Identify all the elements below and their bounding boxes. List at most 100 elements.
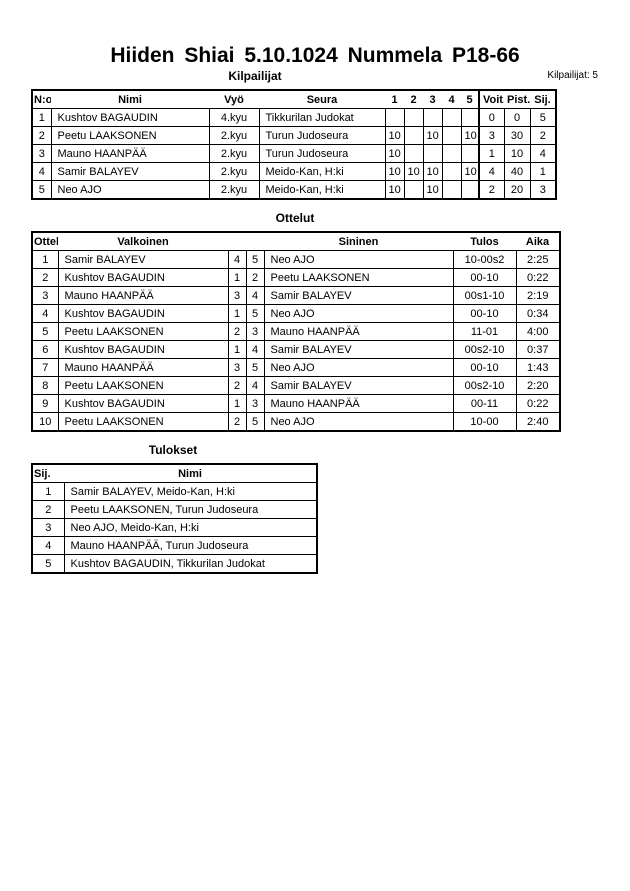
match-row: 1 Samir BALAYEV 4 5 Neo AJO 10-00s2 2:25 [31, 250, 561, 269]
table-cell: 2.kyu [208, 126, 260, 145]
table-cell: 3 [245, 322, 265, 341]
matches-table: OtteluValkoinenSininenTulosAika1Samir BA… [31, 231, 561, 432]
column-header: Valkoinen [58, 232, 228, 251]
table-cell [403, 144, 424, 163]
table-cell: 4 [31, 536, 65, 555]
match-row: 8 Peetu LAAKSONEN 2 4 Samir BALAYEV 00s2-10 2:… [31, 376, 561, 395]
table-cell: 10 [422, 126, 443, 145]
table-cell: 3 [478, 126, 505, 145]
table-cell: Neo AJO [263, 304, 454, 323]
competitor-row: 2 Peetu LAAKSONEN 2.kyu Turun Judoseura 10 10… [31, 126, 557, 145]
table-cell: 4 [529, 144, 557, 163]
header-row: N:o Nimi Vyö Seura 1 2 3 4 5 Voit. Pist. Sij. [32, 90, 556, 109]
results-table: Sij. Nimi 1 Samir BALAYEV, Meido-Kan, H:ki 2… [31, 463, 318, 574]
match-row: 4 Kushtov BAGAUDIN 1 5 Neo AJO 00-10 0:34 [31, 304, 561, 323]
table-cell: 2 [227, 376, 247, 395]
competitor-row: 5 Neo AJO 2.kyu Meido-Kan, H:ki 10 10 2 20 3 [31, 180, 557, 200]
competitor-row: 3 Mauno HAANPÄÄ 2.kyu Turun Judoseura 10 1 10 4 [31, 144, 557, 163]
column-header: Tulos [453, 232, 516, 251]
table-cell: Neo AJO [50, 180, 210, 200]
table-cell: 10 [384, 180, 405, 200]
result-row: 5 Kushtov BAGAUDIN, Tikkurilan Judokat [31, 554, 318, 574]
table-cell: 00s2-10 [452, 340, 517, 359]
match-row: 5 Peetu LAAKSONEN 2 3 Mauno HAANPÄÄ 11-01 4:00 [31, 322, 561, 341]
table-cell [422, 144, 443, 163]
table-cell: Kushtov BAGAUDIN, Tikkurilan Judokat [63, 554, 318, 574]
match-row: 6 Kushtov BAGAUDIN 1 4 Samir BALAYEV 00s2-10 0… [31, 340, 561, 359]
table-cell: 30 [503, 126, 531, 145]
table-cell: 10 [384, 162, 405, 181]
table-cell: 10 [503, 144, 531, 163]
table-cell: 5 [529, 108, 557, 127]
table-cell: 5 [245, 250, 265, 269]
table-cell: 11-01 [452, 322, 517, 341]
table-cell: Mauno HAANPÄÄ [263, 322, 454, 341]
table-cell: 3 [31, 518, 65, 537]
competitor-row: 4 Samir BALAYEV 2.kyu Meido-Kan, H:ki 10 10 10… [31, 162, 557, 181]
matches-heading: Ottelut [275, 211, 315, 225]
table-cell: 10 [460, 162, 480, 181]
result-row: 1 Samir BALAYEV, Meido-Kan, H:ki [31, 482, 318, 501]
table-cell: 5 [31, 180, 52, 200]
table-cell: 00s2-10 [452, 376, 517, 395]
table-cell: Kushtov BAGAUDIN [57, 394, 229, 413]
table-cell: 00-10 [452, 358, 517, 377]
table-cell: 0:37 [515, 340, 561, 359]
table-cell: 1:43 [515, 358, 561, 377]
table-cell: 1 [478, 144, 505, 163]
table-cell: 10 [31, 412, 59, 432]
table-cell: 2 [227, 322, 247, 341]
table-cell: 0:22 [515, 268, 561, 287]
table-cell [441, 162, 462, 181]
table-cell: Kushtov BAGAUDIN [57, 268, 229, 287]
table-cell: Meido-Kan, H:ki [258, 162, 386, 181]
table-cell: Samir BALAYEV [263, 286, 454, 305]
table-cell: 4.kyu [208, 108, 260, 127]
column-header: Pist. [504, 90, 530, 109]
table-cell: 4 [478, 162, 505, 181]
table-cell: Samir BALAYEV [50, 162, 210, 181]
table-cell: Samir BALAYEV [57, 250, 229, 269]
table-cell: 5 [245, 304, 265, 323]
table-cell [403, 126, 424, 145]
table-cell: 4 [245, 340, 265, 359]
table-cell: 2 [478, 180, 505, 200]
table-cell: 4 [31, 304, 59, 323]
competitor-row: 1 Kushtov BAGAUDIN 4.kyu Tikkurilan Judokat… [31, 108, 557, 127]
table-cell: 8 [31, 376, 59, 395]
table-cell: 4 [245, 286, 265, 305]
column-header: Sij. [32, 464, 64, 483]
table-cell [441, 144, 462, 163]
table-cell: 1 [227, 304, 247, 323]
column-header: Nimi [64, 464, 317, 483]
table-cell: Turun Judoseura [258, 144, 386, 163]
table-cell: Peetu LAAKSONEN [57, 412, 229, 432]
table-cell: 2:20 [515, 376, 561, 395]
table-cell: 9 [31, 394, 59, 413]
table-cell: Neo AJO [263, 412, 454, 432]
table-cell: 5 [31, 554, 65, 574]
table-cell: 3 [31, 286, 59, 305]
table-cell: Neo AJO [263, 250, 454, 269]
column-header: Voit. [478, 90, 504, 109]
table-cell: Mauno HAANPÄÄ [57, 286, 229, 305]
competitors-table: N:o Nimi Vyö Seura 1 2 3 4 5 Voit. Pist. Sij. 1 Kusht… [31, 89, 557, 200]
table-cell: 1 [31, 482, 65, 501]
table-cell: 7 [31, 358, 59, 377]
table-cell: 20 [503, 180, 531, 200]
table-cell: Tikkurilan Judokat [258, 108, 386, 127]
column-header: Nimi [51, 90, 209, 109]
column-header: Sij. [530, 90, 556, 109]
table-cell: Neo AJO [263, 358, 454, 377]
table-cell: 00-11 [452, 394, 517, 413]
table-cell: 2 [529, 126, 557, 145]
table-cell: 2 [31, 268, 59, 287]
table-cell: Neo AJO, Meido-Kan, H:ki [63, 518, 318, 537]
table-cell: 5 [245, 358, 265, 377]
table-cell: 00-10 [452, 268, 517, 287]
column-header: 5 [461, 90, 479, 109]
table-cell: Samir BALAYEV [263, 340, 454, 359]
column-header: 3 [423, 90, 442, 109]
table-cell: Mauno HAANPÄÄ [57, 358, 229, 377]
match-row: 7 Mauno HAANPÄÄ 3 5 Neo AJO 00-10 1:43 [31, 358, 561, 377]
